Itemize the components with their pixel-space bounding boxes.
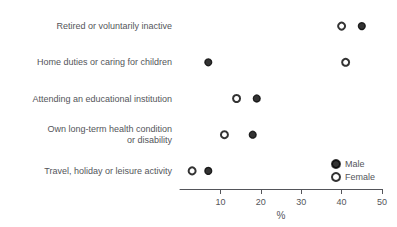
svg-text:Retired or voluntarily inactiv: Retired or voluntarily inactive <box>56 21 172 31</box>
svg-text:or disability: or disability <box>127 135 173 145</box>
svg-text:Attending an educational insti: Attending an educational institution <box>32 94 172 104</box>
svg-text:Male: Male <box>345 159 365 169</box>
svg-text:50: 50 <box>377 197 387 207</box>
svg-text:Travel, holiday or leisure act: Travel, holiday or leisure activity <box>44 166 172 176</box>
svg-text:Own long-term health condition: Own long-term health condition <box>47 124 172 134</box>
svg-text:20: 20 <box>256 197 266 207</box>
svg-text:30: 30 <box>296 197 306 207</box>
svg-text:40: 40 <box>337 197 347 207</box>
svg-text:%: % <box>277 210 286 221</box>
svg-text:10: 10 <box>215 197 225 207</box>
svg-text:Home duties or caring for chil: Home duties or caring for children <box>37 57 172 67</box>
svg-text:Female: Female <box>345 172 375 182</box>
